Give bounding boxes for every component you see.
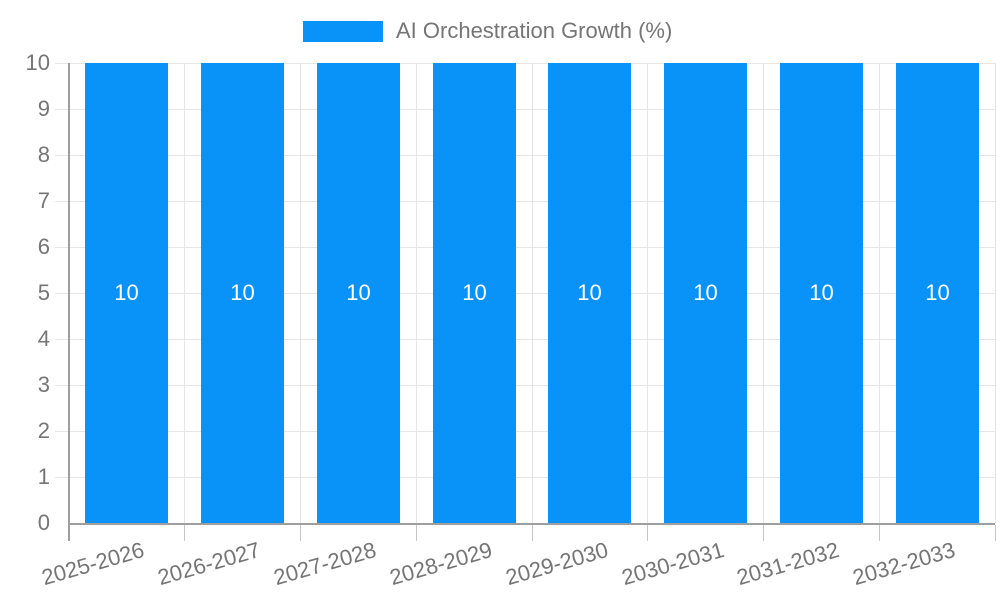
bar-2029-2030[interactable]: 10 [548,63,631,523]
bar-2028-2029[interactable]: 10 [433,63,516,523]
bar-value-label: 10 [577,280,602,305]
y-tick-label: 8 [37,142,50,167]
y-tick-label: 7 [37,188,50,213]
y-tick-label: 0 [37,510,50,535]
bar-2027-2028[interactable]: 10 [317,63,400,523]
y-tick-label: 4 [37,326,50,351]
bar-value-label: 10 [230,280,255,305]
bar-2032-2033[interactable]: 10 [896,63,979,523]
bar-value-label: 10 [346,280,371,305]
bar-value-label: 10 [809,280,834,305]
y-tick-label: 6 [37,234,50,259]
y-tick-label: 1 [37,464,50,489]
bar-value-label: 10 [693,280,718,305]
y-tick-label: 3 [37,372,50,397]
bar-2025-2026[interactable]: 10 [85,63,168,523]
bar-value-label: 10 [114,280,139,305]
legend-swatch [303,21,383,42]
bar-2030-2031[interactable]: 10 [664,63,747,523]
bar-value-label: 10 [925,280,950,305]
y-axis-line [68,63,70,541]
legend-label: AI Orchestration Growth (%) [396,18,673,43]
bar-2026-2027[interactable]: 10 [201,63,284,523]
y-tick-label: 10 [25,50,50,75]
bar-value-label: 10 [462,280,487,305]
x-axis-baseline [68,523,995,525]
y-tick-label: 2 [37,418,50,443]
bar-2031-2032[interactable]: 10 [780,63,863,523]
y-tick-label: 9 [37,96,50,121]
y-tick-label: 5 [37,280,50,305]
